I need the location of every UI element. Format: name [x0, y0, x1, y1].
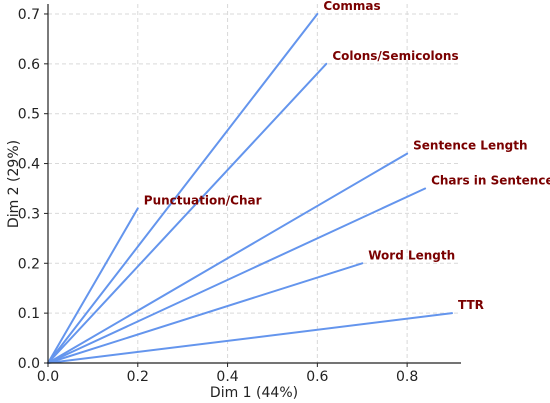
- y-ticks: 0.0 0.1 0.2 0.3 0.4 0.5 0.6 0.7: [18, 7, 48, 372]
- y-tick-label: 0.7: [18, 7, 40, 23]
- y-axis-title: Dim 2 (29%): [6, 140, 22, 228]
- x-tick-label: 0.8: [396, 369, 418, 385]
- y-tick-label: 0.3: [18, 206, 40, 222]
- x-tick-label: 0.6: [306, 369, 328, 385]
- vector-label: Sentence Length: [413, 139, 527, 153]
- x-tick-label: 0.4: [216, 369, 238, 385]
- vector-label: Colons/Semicolons: [332, 49, 458, 63]
- y-tick-label: 0.1: [18, 306, 40, 322]
- loading-vector: [47, 62, 328, 364]
- y-tick-label: 0.2: [18, 256, 40, 272]
- loading-vectors: [47, 12, 454, 364]
- loading-vector: [47, 312, 454, 364]
- y-tick-label: 0.0: [18, 356, 40, 372]
- vector-label: Chars in Sentence: [431, 173, 550, 187]
- y-tick-label: 0.4: [18, 157, 40, 173]
- vector-labels: Commas Colons/Semicolons Sentence Length Ch…: [144, 0, 550, 312]
- loading-vector: [47, 187, 427, 364]
- x-axis-title: Dim 1 (44%): [210, 385, 298, 401]
- vector-label: Punctuation/Char: [144, 193, 262, 207]
- loading-vector: [47, 262, 364, 364]
- loading-vector: [47, 207, 139, 364]
- vector-label: Word Length: [368, 248, 455, 262]
- y-tick-label: 0.5: [18, 107, 40, 123]
- loading-vector: [47, 12, 319, 364]
- loading-vector: [47, 152, 409, 364]
- x-tick-label: 0.2: [127, 369, 149, 385]
- y-tick-label: 0.6: [18, 57, 40, 73]
- x-tick-label: 0.0: [37, 369, 59, 385]
- vector-label: TTR: [458, 298, 484, 312]
- x-ticks: 0.0 0.2 0.4 0.6 0.8: [37, 363, 418, 385]
- vector-label: Commas: [323, 0, 380, 13]
